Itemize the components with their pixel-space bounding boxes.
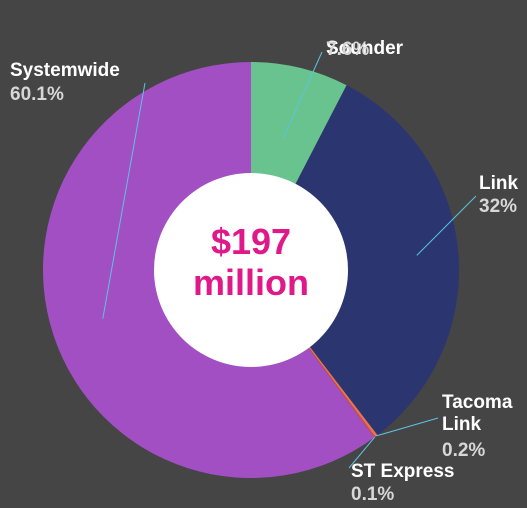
leader-link [416,195,477,256]
value-systemwide: 60.1% [10,84,64,105]
label-link: Link [479,173,518,194]
center-unit: million [193,262,309,303]
label-sounder: Sounder [326,38,404,59]
value-link: 32% [479,196,517,217]
slice-link [251,85,459,436]
label-st-express: ST Express [351,461,455,482]
label-tacoma-link-line1: Tacoma [442,392,513,413]
leader-tacoma-link [376,417,439,437]
center-amount: $197 [211,221,291,262]
value-tacoma-link: 0.2% [442,440,485,461]
label-systemwide: Systemwide [10,60,120,81]
value-st-express: 0.1% [351,484,394,505]
leader-st-express [348,436,376,469]
leader-systemwide [102,82,146,319]
leader-sounder [282,51,323,139]
donut-hole [154,173,348,367]
label-tacoma-link-line2: Link [442,414,481,435]
value-sounder: 7.6% [326,39,369,60]
leader-lines [102,51,477,469]
